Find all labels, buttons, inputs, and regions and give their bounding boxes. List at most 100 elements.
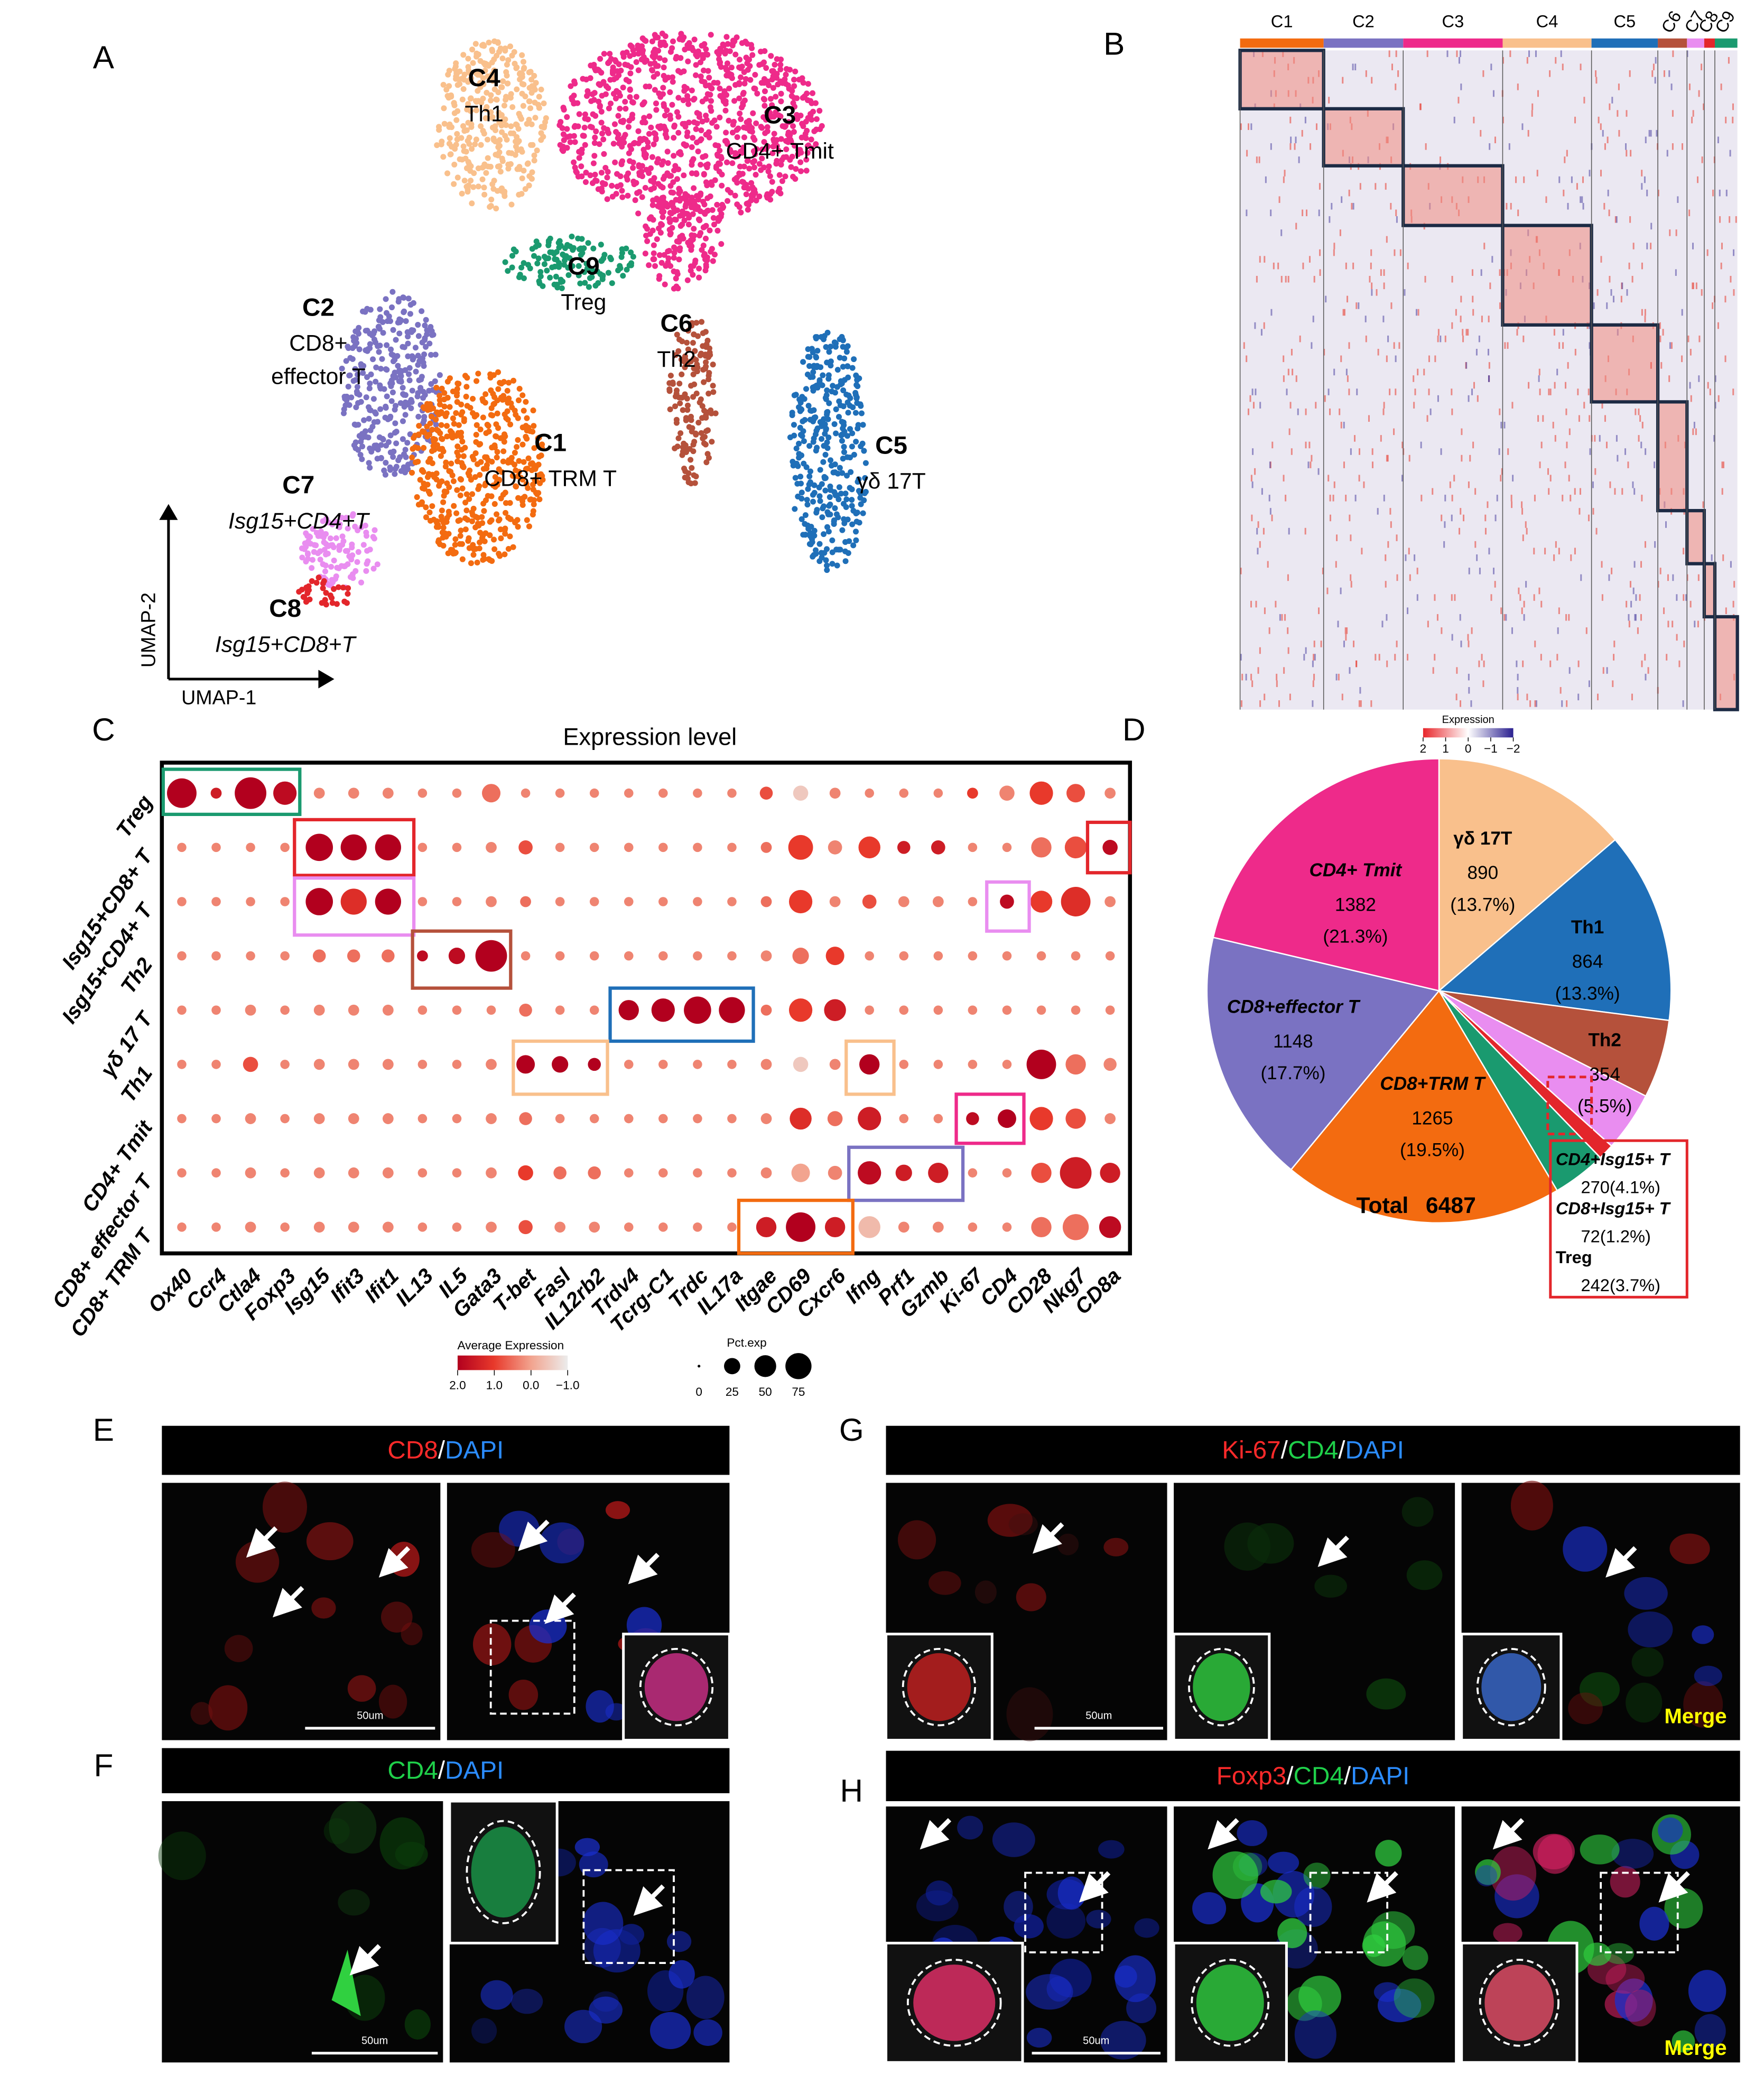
heatmap-cell <box>1449 481 1451 488</box>
heatmap-cell <box>1707 382 1709 389</box>
umap-point <box>816 493 823 499</box>
header-part: / <box>1338 1436 1345 1464</box>
umap-point <box>812 547 819 553</box>
umap-point <box>823 557 829 563</box>
heatmap-cell <box>1500 422 1502 429</box>
heatmap-cell <box>1322 568 1324 574</box>
umap-point <box>679 452 685 458</box>
heatmap-cell <box>1604 415 1606 422</box>
heatmap-cell <box>1250 123 1252 130</box>
umap-point <box>515 495 522 501</box>
umap-point <box>376 434 383 440</box>
umap-point <box>671 153 677 159</box>
umap-point <box>775 147 782 154</box>
umap-point <box>474 559 480 566</box>
heatmap-cell <box>1582 202 1584 210</box>
umap-point <box>804 150 811 156</box>
umap-point <box>810 369 816 375</box>
umap-point <box>487 374 494 381</box>
umap-point <box>642 251 648 257</box>
heatmap-cell <box>1557 627 1559 634</box>
umap-point <box>465 101 471 107</box>
heatmap-cell <box>1378 654 1380 661</box>
heatmap-cell <box>1444 495 1446 502</box>
umap-point <box>596 67 602 73</box>
umap-point <box>658 260 665 266</box>
umap-point <box>826 400 832 406</box>
umap-point <box>683 201 689 208</box>
slice-value: 864 <box>1572 951 1603 972</box>
heatmap-cell <box>1394 654 1396 661</box>
arrow <box>628 1553 660 1584</box>
umap-point <box>690 47 696 53</box>
umap-point <box>524 517 530 523</box>
umap-point <box>502 489 508 496</box>
umap-point <box>451 161 458 168</box>
umap-point <box>358 399 364 405</box>
legend-tick-label: 75 <box>792 1385 805 1398</box>
heatmap-cell <box>1310 143 1312 150</box>
umap-point <box>612 159 618 165</box>
umap-point <box>811 407 817 413</box>
dot <box>486 841 497 853</box>
umap-point <box>360 370 366 376</box>
dot <box>693 1168 702 1178</box>
heatmap-cell <box>1578 415 1580 422</box>
header-part: / <box>1344 1762 1351 1790</box>
umap-point <box>714 201 720 208</box>
heatmap-cell <box>1548 488 1550 495</box>
heatmap-cell <box>1342 309 1344 316</box>
umap-point <box>861 448 867 454</box>
heatmap-cell <box>1499 269 1501 276</box>
umap-point <box>577 280 583 286</box>
umap-point <box>656 252 663 258</box>
umap-point <box>673 53 680 60</box>
total-value: 6487 <box>1426 1193 1476 1218</box>
heatmap-cell <box>1566 150 1568 157</box>
umap-point <box>416 423 422 429</box>
heatmap-cell <box>1395 84 1397 90</box>
dot <box>417 1060 428 1069</box>
umap-point <box>512 450 518 456</box>
umap-point <box>366 385 373 392</box>
dot <box>693 842 702 852</box>
header-part: Foxp3 <box>1217 1762 1287 1790</box>
umap-point <box>766 163 772 170</box>
dot <box>865 788 874 798</box>
heatmap-cell <box>1555 541 1557 548</box>
umap-point <box>703 459 710 466</box>
heatmap-cell <box>1329 514 1332 522</box>
heatmap-cell <box>1458 57 1460 64</box>
cluster-bar <box>1687 38 1704 48</box>
umap-point <box>378 442 384 448</box>
umap-point <box>680 444 686 450</box>
umap-point <box>710 258 716 264</box>
umap-point <box>695 420 702 426</box>
heatmap-cell <box>1303 654 1305 661</box>
umap-point <box>686 40 692 46</box>
umap-point <box>463 491 470 497</box>
umap-point <box>478 99 485 106</box>
heatmap-cell <box>1504 342 1506 349</box>
umap-point <box>339 365 345 372</box>
umap-point <box>507 161 514 167</box>
heatmap-cell <box>1689 382 1691 389</box>
heatmap-cell <box>1432 667 1434 674</box>
heatmap-cell <box>1506 202 1508 210</box>
umap-point <box>564 242 571 248</box>
umap-point <box>829 537 835 543</box>
umap-point <box>623 77 629 83</box>
umap-point <box>469 146 475 152</box>
umap-point <box>379 356 385 362</box>
heatmap-cell <box>1621 282 1623 290</box>
umap-point <box>405 466 411 472</box>
heatmap-cell <box>1474 541 1477 548</box>
heatmap-cell <box>1617 110 1619 117</box>
heatmap-cell <box>1343 422 1345 429</box>
umap-point <box>572 100 578 106</box>
heatmap-cell <box>1483 243 1486 249</box>
umap-point <box>708 410 714 416</box>
umap-point <box>649 154 656 160</box>
heatmap-cell <box>1644 176 1646 183</box>
heatmap-cell <box>1595 70 1597 77</box>
